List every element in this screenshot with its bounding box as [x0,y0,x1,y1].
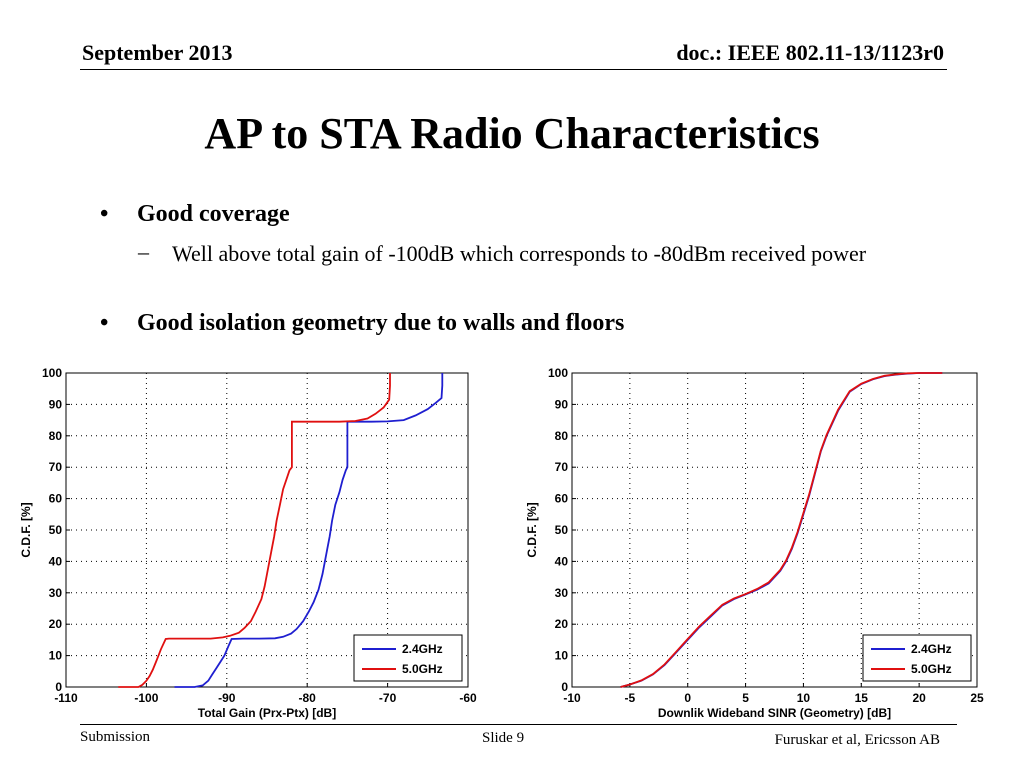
legend-label: 5.0GHz [402,662,443,676]
chart-total-gain-svg: -110 -100 -90 -80 -70 -60 0 10 20 30 40 50 60 70 80 90 1… [19,366,477,720]
y-tick-label: 40 [555,554,569,568]
legend-label: 2.4GHz [402,642,443,656]
y-tick-label: 10 [49,649,63,663]
y-tick-label: 80 [49,429,63,443]
y-tick-label: 50 [555,523,569,537]
x-tick-label: -90 [218,691,236,705]
x-tick-label: -80 [299,691,317,705]
x-tick-label: 20 [912,691,926,705]
x-axis-label: Downlik Wideband SINR (Geometry) [dB] [658,706,891,720]
y-tick-label: 90 [49,397,63,411]
header-rule [80,69,947,70]
bullet-marker: • [100,310,109,336]
x-tick-label: 10 [797,691,811,705]
chart-sinr: -10 -5 0 5 10 15 20 25 0 10 20 30 40 50 60 70 80 90 100 Dow… [510,350,1000,735]
x-tick-label: 0 [684,691,691,705]
x-tick-label: -110 [54,691,78,705]
footer-rule [80,724,957,725]
x-tick-label: -5 [625,691,636,705]
y-tick-label: 20 [555,617,569,631]
sub-bullet-marker: – [138,239,149,264]
y-tick-label: 70 [49,460,63,474]
footer-submission: Submission [80,729,151,745]
bullet-text: Good coverage [137,201,290,227]
bullet-text: Good isolation geometry due to walls and… [137,310,625,336]
footer-slide-number: Slide 9 [482,730,525,746]
y-tick-label: 40 [49,554,63,568]
bullet-marker: • [100,201,109,227]
legend-label: 2.4GHz [911,642,952,656]
y-axis-label: C.D.F. [%] [525,502,539,557]
x-tick-label: -100 [134,691,158,705]
y-tick-label: 60 [49,492,63,506]
y-tick-label: 30 [555,586,569,600]
chart-total-gain: -110 -100 -90 -80 -70 -60 0 10 20 30 40 50 60 70 80 90 1… [0,350,500,735]
y-tick-label: 20 [49,617,63,631]
y-tick-label: 60 [555,492,569,506]
chart-sinr-svg: -10 -5 0 5 10 15 20 25 0 10 20 30 40 50 60 70 80 90 100 Dow… [525,366,984,720]
sub-bullet-text: Well above total gain of -100dB which co… [172,241,867,266]
y-tick-label: 90 [555,397,569,411]
y-tick-label: 80 [555,429,569,443]
y-tick-label: 0 [561,680,568,694]
y-tick-label: 100 [42,366,62,380]
x-tick-label: 5 [742,691,749,705]
header-doc-id: doc.: IEEE 802.11-13/1123r0 [676,40,944,65]
y-tick-label: 10 [555,649,569,663]
legend-box [353,634,463,682]
y-tick-label: 70 [555,460,569,474]
slide-title: AP to STA Radio Characteristics [204,109,820,158]
y-tick-label: 30 [49,586,63,600]
x-tick-label: -10 [563,691,581,705]
legend-box [862,634,972,682]
series-line [620,372,943,688]
y-tick-label: 100 [548,366,568,380]
footer-authors: Furuskar et al, Ericsson AB [774,732,940,748]
y-tick-label: 0 [55,680,62,694]
series-line [174,373,444,688]
x-tick-label: 15 [855,691,869,705]
x-tick-label: -70 [379,691,397,705]
series-line [118,373,391,688]
y-axis-label: C.D.F. [%] [19,502,33,557]
x-axis-label: Total Gain (Prx-Ptx) [dB] [198,706,336,720]
x-tick-label: -60 [459,691,477,705]
legend-label: 5.0GHz [911,662,952,676]
x-tick-label: 25 [970,691,984,705]
y-tick-label: 50 [49,523,63,537]
header-date: September 2013 [82,40,233,65]
